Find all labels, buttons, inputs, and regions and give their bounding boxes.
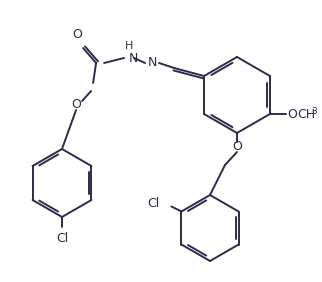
Text: Cl: Cl <box>147 197 159 210</box>
Text: N: N <box>147 56 157 69</box>
Text: H: H <box>125 41 133 51</box>
Text: 3: 3 <box>311 107 317 116</box>
Text: O: O <box>71 98 81 111</box>
Text: O: O <box>287 107 297 120</box>
Text: CH: CH <box>297 107 315 120</box>
Text: O: O <box>72 28 82 41</box>
Text: Cl: Cl <box>56 232 68 245</box>
Text: N: N <box>129 52 138 65</box>
Text: O: O <box>232 140 242 153</box>
